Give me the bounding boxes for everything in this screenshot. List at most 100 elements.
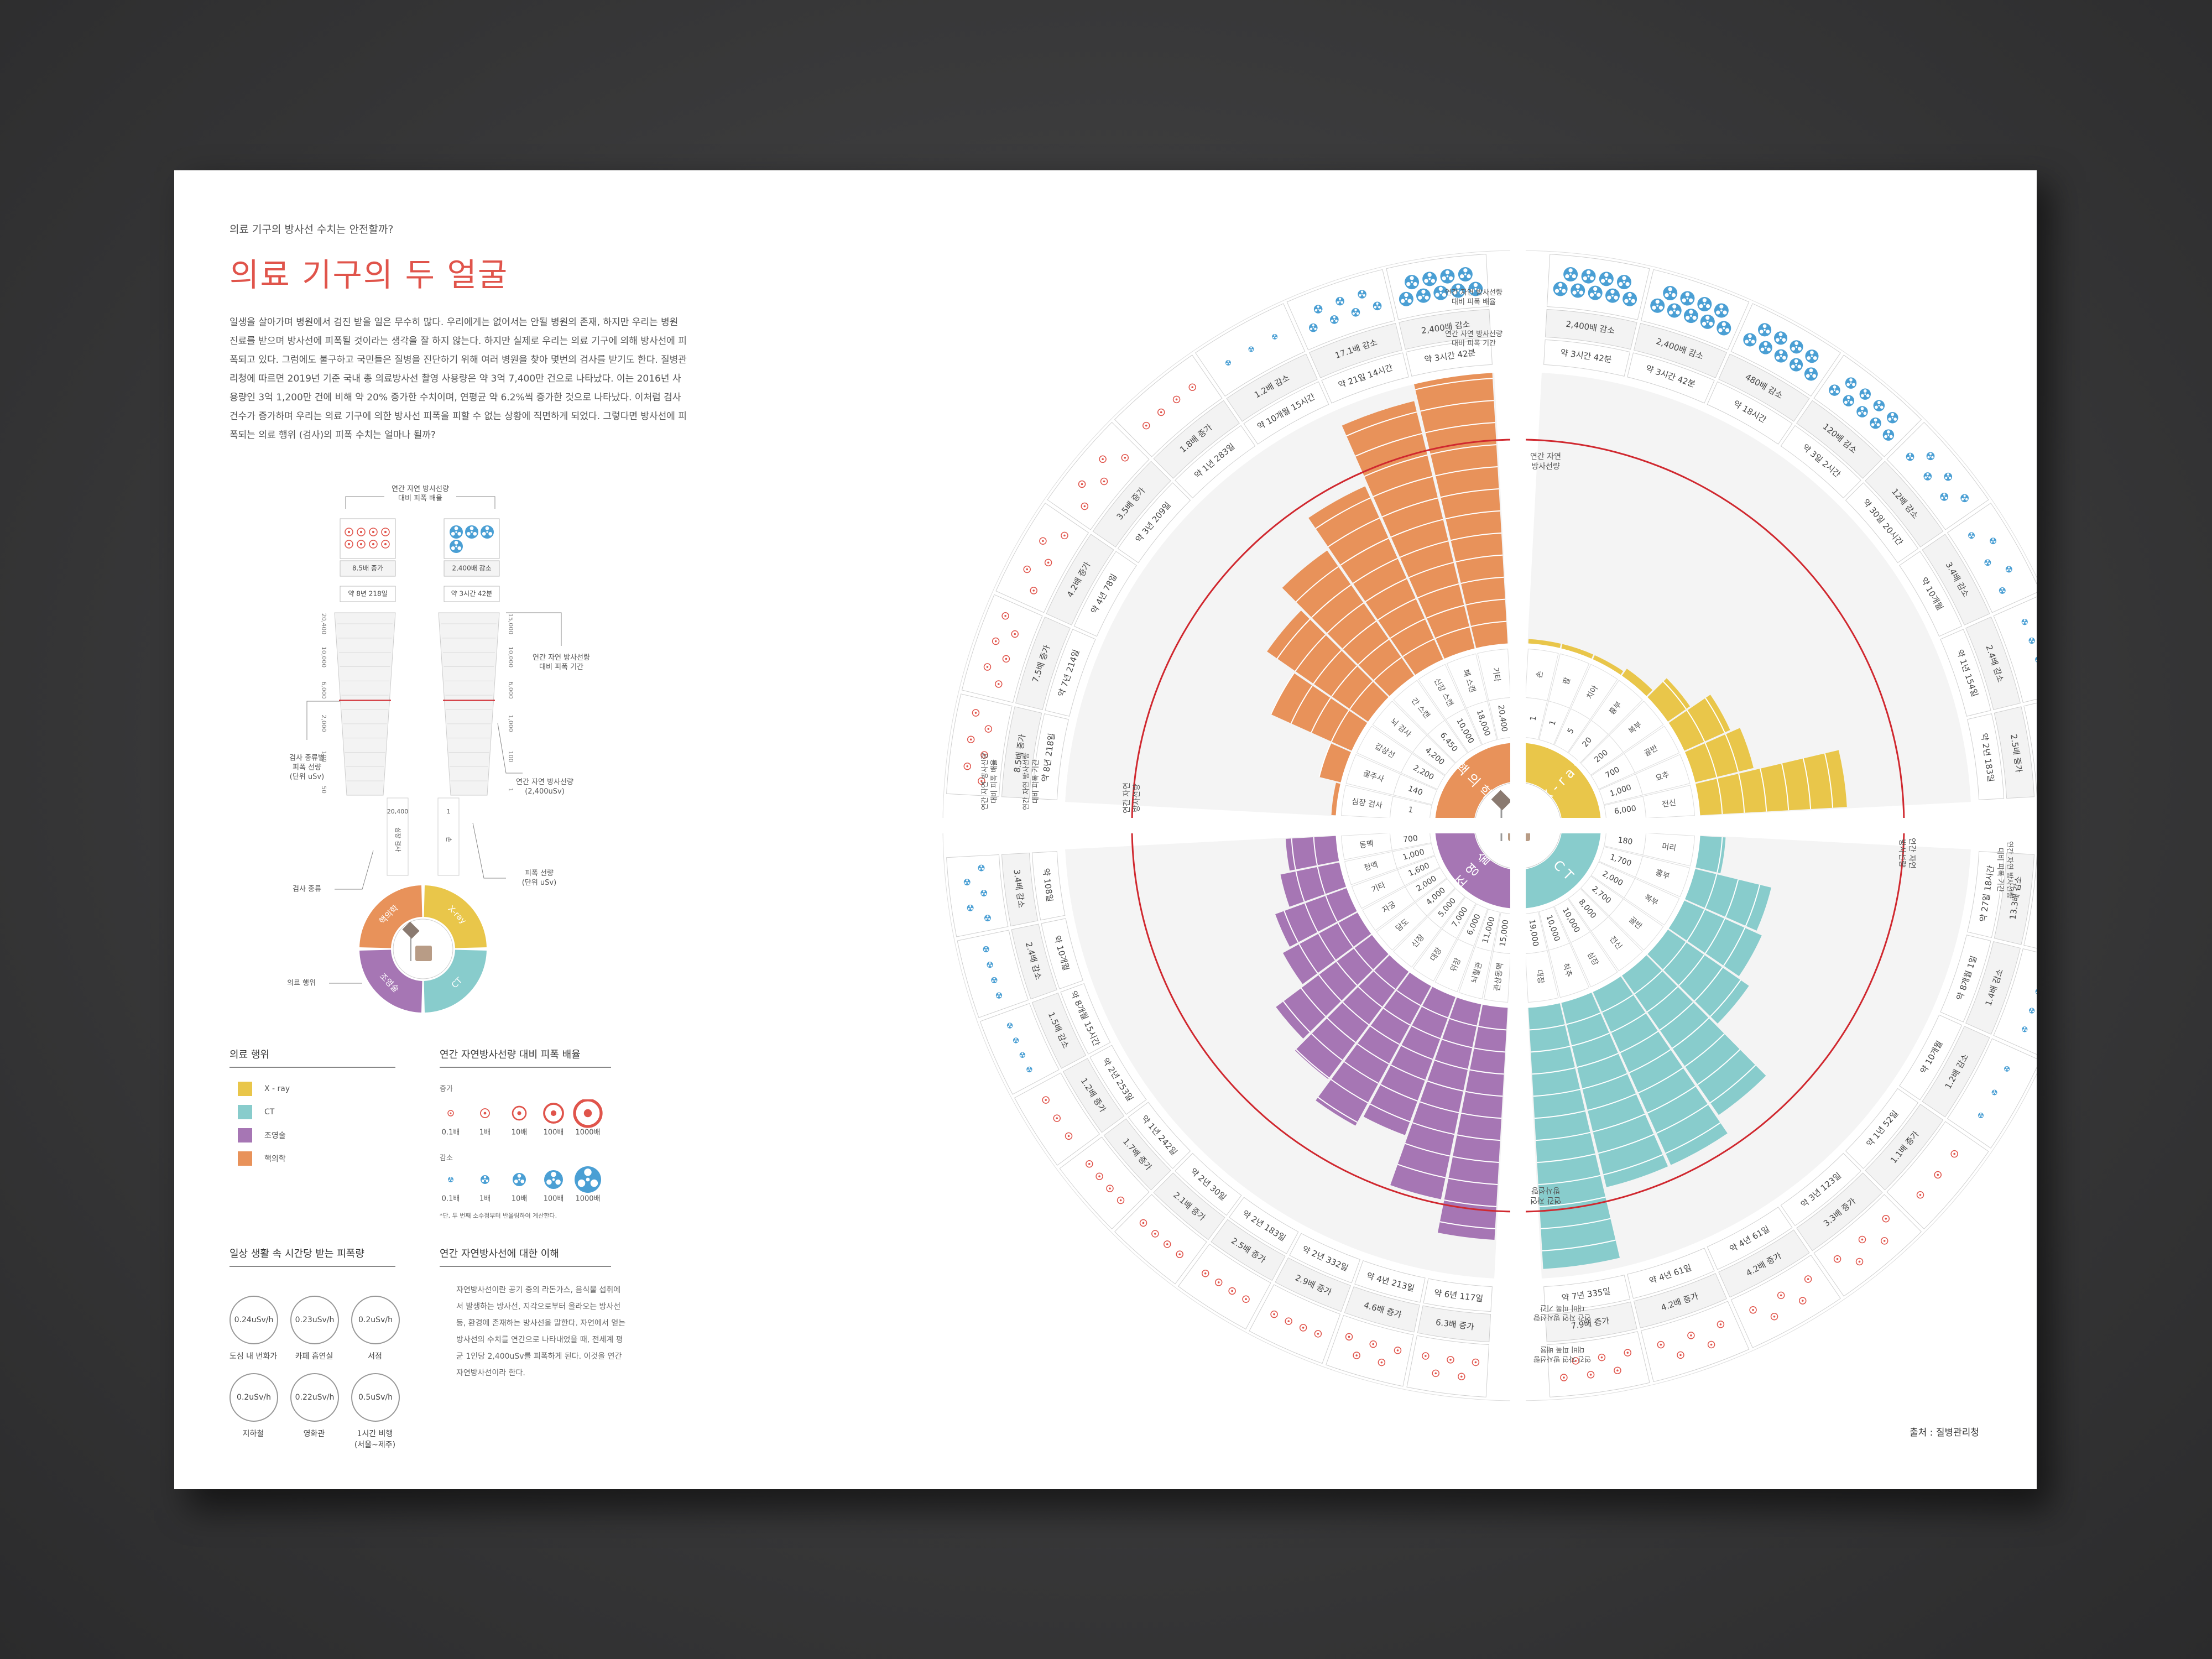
- xray-mult-icon-blade: [2002, 590, 2005, 593]
- nuclear-mult-icon-hub: [980, 780, 983, 782]
- xray-name-cell: [1590, 680, 1643, 735]
- nuclear-mult-icon: [1023, 565, 1031, 573]
- contrast-mult-icon-ring: [1095, 1172, 1103, 1180]
- ct-mult-icon-hub: [1807, 1278, 1809, 1280]
- ct-bar-seg: [1542, 1239, 1616, 1251]
- guide-box-left-icon-ring: [345, 540, 353, 549]
- xray-time-cell: [1899, 551, 1963, 637]
- nuclear-mult-icon-blade: [1360, 290, 1364, 293]
- contrast-name-cell: [1434, 938, 1474, 993]
- xray-name-label: 팔: [1562, 676, 1572, 686]
- ct-bar-seg: [1725, 879, 1739, 917]
- xray-mult-icon: [2035, 656, 2037, 662]
- contrast-mult-icon-blade: [1015, 1038, 1017, 1040]
- contrast-mult-icon-hub: [1142, 1222, 1145, 1224]
- contrast-mult-icon-blade: [985, 946, 987, 948]
- legend-decrease-label: 감소: [440, 1154, 453, 1162]
- ct-bar: [1695, 836, 1726, 874]
- ct-bar-seg: [1656, 1104, 1708, 1134]
- xray-mult-icon-blade: [1572, 274, 1576, 279]
- contrast-name-label: 관상동맥: [1493, 962, 1505, 992]
- xray-bar: [1695, 750, 1847, 816]
- contrast-mult-icon-ring: [1228, 1287, 1236, 1295]
- ct-mult-icon-ring: [1934, 1171, 1942, 1179]
- contrast-bar-seg: [1383, 1008, 1411, 1026]
- legend-increase-icon-ring: [447, 1110, 454, 1117]
- ring-header-time-right-line: 연간 자연 방사선량: [2005, 841, 2013, 899]
- nuclear-mult-icon-blade: [1406, 282, 1411, 286]
- contrast-mult-icon-ring: [1151, 1230, 1159, 1238]
- nuclear-bar-seg: [1313, 650, 1342, 685]
- xray-mult-icon-blade: [1782, 338, 1786, 342]
- xray-mult-icon-hub: [1943, 496, 1945, 498]
- ct-icon-cell: [1813, 1194, 1922, 1297]
- xray-mult-icon-blade: [1866, 394, 1870, 398]
- contrast-mult-icon-hub: [1045, 1099, 1047, 1101]
- contrast-bar-seg: [1358, 986, 1383, 1008]
- xray-icon-cell: [1886, 421, 1989, 530]
- xray-mult-icon-hub: [1848, 400, 1850, 402]
- guide-box-right-icon-blade: [451, 531, 455, 536]
- natural-title: 연간 자연방사선에 대한 이해: [440, 1246, 611, 1267]
- guide-box-left-icon: [369, 528, 378, 536]
- contrast-mult-icon-hub: [1245, 1298, 1247, 1301]
- contrast-bar-seg: [1318, 974, 1342, 1001]
- xray-mult-icon-blade: [2036, 659, 2037, 661]
- xray-time-cell: [1627, 352, 1715, 404]
- legend-symbols: 0.1배 0.1배 1배 1배 10배 10배 100배 100배 1000배 1000배: [442, 1099, 603, 1203]
- xray-mult-icon-blade: [1970, 533, 1973, 535]
- contrast-bar-seg: [1412, 1122, 1455, 1135]
- xray-mult-icon-blade: [1931, 456, 1934, 458]
- xray-name-cell: [1570, 664, 1618, 720]
- xray-mult-icon: [1717, 321, 1731, 336]
- guide-diagram: 핵의학 X-rayCT조영술20,40010,0006,0002,00010050…: [287, 485, 590, 1013]
- contrast-bar-seg: [1439, 1221, 1495, 1229]
- nuclear-bar-seg: [1391, 519, 1443, 538]
- nuclear-time-cell: [1405, 339, 1493, 377]
- contrast-mult-icon-ring: [1106, 1185, 1114, 1192]
- xray-mult-icon-blade: [1830, 390, 1834, 394]
- ct-bar-seg: [1572, 1032, 1610, 1047]
- xray-mult-icon-blade: [1880, 405, 1884, 409]
- nuclear-mult-icon: [992, 637, 1000, 645]
- ct-mult-icon-ring: [1804, 1275, 1812, 1283]
- contrast-bar-seg: [1325, 895, 1338, 922]
- xray-mult-icon-blade: [1767, 347, 1771, 352]
- contrast-mult-icon-blade: [997, 995, 999, 998]
- xray-mult-icon-blade: [1994, 541, 1996, 543]
- nuclear-bar-seg: [1415, 378, 1493, 390]
- xray-time-cell: [1543, 339, 1631, 377]
- contrast-bar: [1275, 888, 1357, 947]
- daily-bubble: 0.2uSv/h: [229, 1373, 278, 1422]
- contrast-mult-cell: [1031, 993, 1087, 1069]
- xray-mult-icon: [1743, 333, 1757, 347]
- contrast-mult-icon-ring: [1053, 1114, 1061, 1122]
- contrast-mult-icon-blade: [998, 993, 1000, 995]
- nuclear-bar-seg: [1420, 400, 1494, 412]
- xray-bar-seg: [1663, 681, 1687, 709]
- nuclear-mult-icon-ring: [1157, 408, 1165, 416]
- radiation-barrel-icon: [415, 946, 432, 961]
- legend-increase-icon: [512, 1105, 527, 1121]
- ct-bar-seg: [1587, 1093, 1636, 1111]
- nuclear-bar-seg: [1455, 554, 1503, 563]
- guide-box-right-icon: [450, 540, 463, 553]
- xray-mult-icon-blade: [2031, 638, 2033, 640]
- ct-mult-icon: [1770, 1313, 1778, 1321]
- contrast-bar-seg: [1327, 1018, 1356, 1043]
- xray-mult-icon-blade: [1782, 356, 1786, 360]
- nuclear-mult-icon-blade: [1275, 336, 1277, 338]
- daily-bubble: 0.24uSv/h: [229, 1296, 278, 1344]
- contrast-bar-seg: [1390, 1064, 1426, 1081]
- daily-bubble-label: 카페 흡연실: [295, 1352, 333, 1361]
- guide-box-right-icon: [481, 525, 494, 539]
- ct-mult-icon-ring: [1777, 1291, 1785, 1300]
- nuclear-mult-icon: [1335, 296, 1344, 306]
- ct-mult-icon-hub: [2031, 1010, 2032, 1011]
- ring-header-mult-left-line: 대비 피폭 배율: [990, 759, 999, 804]
- nuclear-mult-icon-ring: [980, 751, 988, 759]
- guide-box-left-icon: [345, 528, 353, 536]
- xray-mult-icon-blade: [1575, 284, 1580, 289]
- contrast-mult-icon: [995, 992, 1003, 999]
- xray-mult-icon: [1683, 309, 1698, 324]
